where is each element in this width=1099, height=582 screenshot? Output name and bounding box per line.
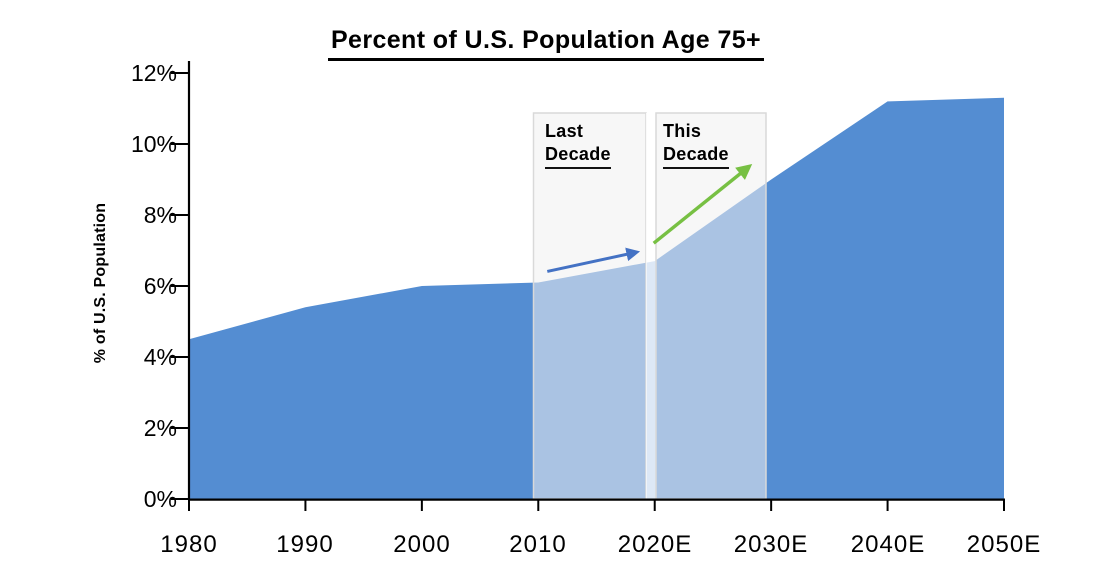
y-axis: [171, 61, 191, 500]
x-tick-label-2030e: 2030E: [733, 531, 809, 558]
last-decade-note-line1: Last: [545, 121, 584, 141]
decade-box-divider: [646, 113, 656, 499]
last-decade-overlay: [532, 112, 647, 500]
y-tick-label-4: 4%: [143, 344, 177, 370]
x-tick-label-1990: 1990: [276, 531, 334, 558]
x-tick-label-1980: 1980: [160, 531, 218, 558]
x-tick-label-2010: 2010: [509, 531, 567, 558]
x-tick-label-2020e: 2020E: [617, 531, 693, 558]
this-decade-note-line2: Decade: [663, 143, 729, 169]
x-tick-label-2050e: 2050E: [966, 531, 1042, 558]
y-tick-label-10: 10%: [130, 131, 177, 157]
this-decade-overlay: [655, 112, 767, 500]
this-decade-note: This Decade: [663, 120, 729, 169]
this-decade-trend-arrow-icon: [652, 164, 753, 245]
x-tick-label-2040e: 2040E: [850, 531, 926, 558]
y-tick-label-0: 0%: [143, 486, 177, 512]
y-tick-label-8: 8%: [143, 202, 177, 228]
x-axis: [188, 498, 1006, 511]
y-tick-label-6: 6%: [143, 273, 177, 299]
chart-title-text: Percent of U.S. Population Age 75+: [327, 26, 765, 61]
last-decade-note: Last Decade: [545, 120, 611, 169]
y-tick-label-12: 12%: [130, 60, 177, 86]
y-tick-label-2: 2%: [143, 415, 177, 441]
last-decade-trend-arrow-icon: [546, 247, 641, 273]
x-tick-label-2000: 2000: [393, 531, 451, 558]
chart-title: Percent of U.S. Population Age 75+: [0, 26, 1092, 61]
last-decade-note-line2: Decade: [545, 143, 611, 169]
y-axis-ticks: [171, 72, 190, 500]
x-axis-ticks: [188, 500, 1006, 511]
this-decade-note-line1: This: [663, 121, 702, 141]
